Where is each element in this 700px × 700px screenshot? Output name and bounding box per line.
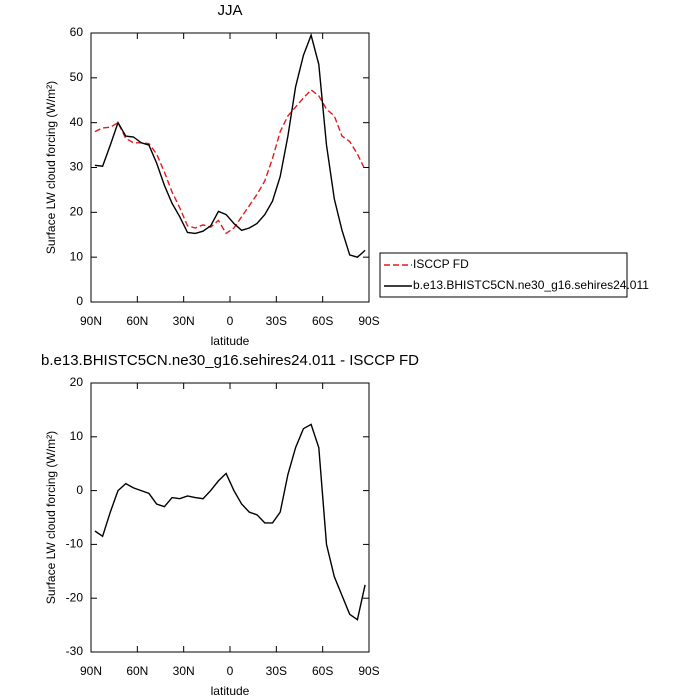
- y-tick-label: -30: [66, 644, 84, 658]
- x-tick-label: 90N: [80, 314, 102, 328]
- x-tick-label: 30N: [173, 314, 195, 328]
- y-axis-label: Surface LW cloud forcing (W/m²): [44, 431, 58, 604]
- y-tick-label: -20: [66, 590, 84, 604]
- y-tick-label: 30: [70, 160, 84, 174]
- x-tick-label: 90S: [358, 314, 379, 328]
- y-tick-label: 20: [70, 205, 84, 219]
- plot-frame: [90, 32, 370, 303]
- y-tick-label: 60: [70, 25, 84, 39]
- x-tick-label: 60N: [126, 664, 148, 678]
- y-tick-label: 0: [76, 483, 83, 497]
- x-tick-label: 30S: [266, 664, 287, 678]
- y-tick-label: 20: [70, 375, 84, 389]
- x-tick-label: 90N: [80, 664, 102, 678]
- x-tick-label: 30S: [266, 314, 287, 328]
- x-tick-label: 60S: [312, 664, 333, 678]
- y-tick-label: 40: [70, 115, 84, 129]
- chart-title: b.e13.BHISTC5CN.ne30_g16.sehires24.011 -…: [41, 352, 419, 369]
- x-tick-label: 60S: [312, 314, 333, 328]
- y-axis-label: Surface LW cloud forcing (W/m²): [44, 81, 58, 254]
- x-tick-label: 90S: [358, 664, 379, 678]
- x-axis-label: latitude: [211, 334, 250, 348]
- x-tick-label: 60N: [126, 314, 148, 328]
- x-tick-label: 30N: [173, 664, 195, 678]
- series-line: [94, 423, 366, 621]
- legend-box: [379, 252, 628, 298]
- y-tick-label: 0: [76, 294, 83, 308]
- y-tick-label: 50: [70, 70, 84, 84]
- legend-label: ISCCP FD: [413, 257, 469, 271]
- y-tick-label: 10: [70, 249, 84, 263]
- x-tick-label: 0: [227, 314, 234, 328]
- chart-title: JJA: [217, 2, 242, 19]
- series-line: [94, 88, 366, 235]
- plot-frame: [90, 382, 370, 653]
- y-tick-label: 10: [70, 429, 84, 443]
- y-tick-label: -10: [66, 537, 84, 551]
- legend-label: b.e13.BHISTC5CN.ne30_g16.sehires24.011: [413, 278, 649, 292]
- x-axis-label: latitude: [211, 684, 250, 698]
- series-line: [94, 32, 366, 258]
- x-tick-label: 0: [227, 664, 234, 678]
